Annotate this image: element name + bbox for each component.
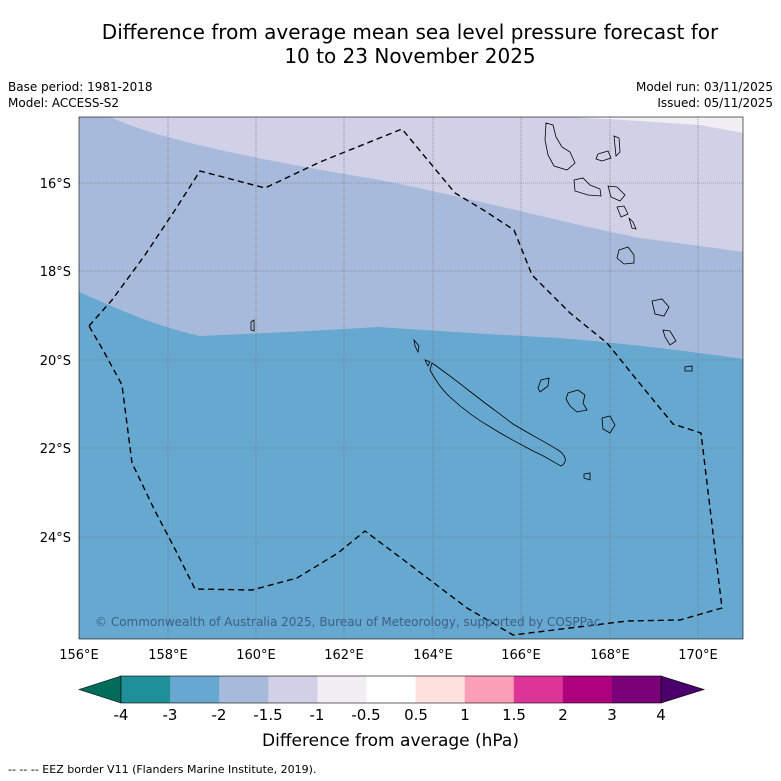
coastlines [250, 122, 693, 481]
colorbar-segment [317, 676, 367, 703]
x-tick-label: 166°E [501, 648, 541, 663]
colorbar-segment [219, 676, 269, 703]
y-tick-label: 18°S [40, 265, 71, 280]
plot-frame [78, 116, 744, 640]
colorbar-label: 3 [607, 706, 617, 724]
colorbar-label: 4 [656, 706, 666, 724]
y-tick-label: 20°S [40, 354, 71, 369]
colorbar-label: -0.5 [351, 706, 381, 724]
vanuatu-islands [544, 122, 576, 171]
colorbar-over-arrow [660, 675, 706, 704]
y-tick-label: 22°S [40, 442, 71, 457]
base-period-label: Base period: 1981-2018 [8, 80, 153, 94]
x-tick-label: 170°E [678, 648, 718, 663]
colorbar-segment [268, 676, 318, 703]
colorbar-label: 0.5 [404, 706, 428, 724]
colorbar-segment [612, 676, 662, 703]
map-title-line2: 10 to 23 November 2025 [284, 44, 536, 68]
colorbar-segment [562, 676, 613, 703]
issued-label: Issued: 05/11/2025 [657, 96, 773, 110]
colorbar-segment [513, 676, 564, 703]
y-tick-label: 16°S [40, 177, 71, 192]
y-axis-labels: 16°S 18°S 20°S 22°S 24°S [40, 177, 71, 546]
colorbar-label: -3 [162, 706, 178, 724]
eez-legend-text: -- -- -- EEZ border V11 (Flanders Marine… [8, 763, 317, 776]
colorbar-segment [464, 676, 515, 703]
colorbar-segment [170, 676, 220, 703]
grid-lines [79, 117, 743, 639]
x-tick-label: 156°E [59, 648, 99, 663]
colorbar-segment [415, 676, 466, 703]
region-minus-3-to-minus-2 [79, 292, 743, 639]
x-tick-label: 164°E [413, 648, 453, 663]
map-title-line1: Difference from average mean sea level p… [101, 20, 719, 44]
x-axis-labels: 156°E 158°E 160°E 162°E 164°E 166°E 168°… [59, 648, 718, 663]
colorbar [78, 675, 706, 704]
model-label: Model: ACCESS-S2 [8, 96, 120, 110]
loyalty-islands [537, 377, 550, 393]
colorbar-under-arrow [78, 675, 122, 704]
anomaly-field [79, 117, 743, 639]
colorbar-label: -1.5 [253, 706, 283, 724]
x-tick-label: 158°E [148, 648, 188, 663]
copyright-text: © Commonwealth of Australia 2025, Bureau… [95, 615, 600, 629]
x-tick-label: 160°E [236, 648, 276, 663]
x-tick-label: 168°E [590, 648, 630, 663]
colorbar-segment [121, 676, 171, 703]
colorbar-label: -2 [211, 706, 227, 724]
model-run-label: Model run: 03/11/2025 [635, 80, 773, 94]
x-tick-label: 162°E [324, 648, 364, 663]
colorbar-frame [120, 675, 662, 704]
colorbar-label: 1.5 [502, 706, 526, 724]
colorbar-label: 2 [558, 706, 568, 724]
new-caledonia-island [429, 362, 566, 467]
colorbar-title: Difference from average (hPa) [262, 731, 519, 751]
colorbar-label: -1 [309, 706, 325, 724]
eez-border [88, 128, 723, 636]
colorbar-segment [366, 676, 417, 703]
colorbar-label: 1 [460, 706, 470, 724]
colorbar-label: -4 [113, 706, 129, 724]
y-tick-label: 24°S [40, 531, 71, 546]
